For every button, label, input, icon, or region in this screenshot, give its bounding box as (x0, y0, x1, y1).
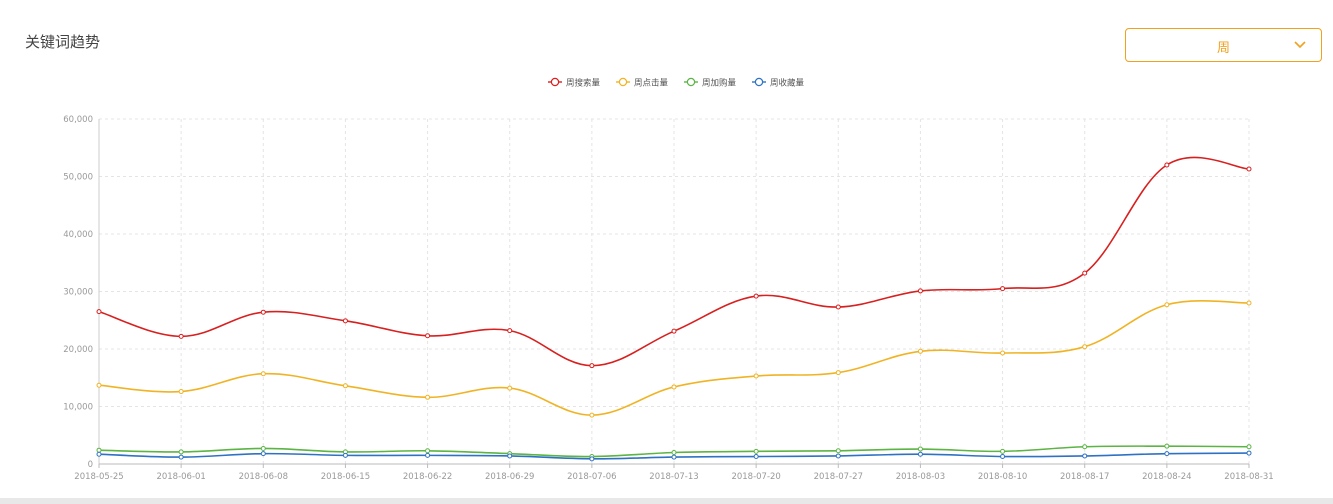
series-line-0 (98, 156, 1250, 367)
data-point[interactable] (1082, 270, 1088, 276)
data-point[interactable] (1246, 444, 1252, 450)
x-tick-label: 2018-07-13 (649, 472, 698, 482)
data-point[interactable] (178, 449, 184, 455)
x-tick-label: 2018-08-03 (896, 472, 945, 482)
legend-label[interactable]: 周加购量 (702, 78, 737, 89)
y-tick-label: 60,000 (63, 115, 93, 125)
x-tick-label: 2018-07-20 (731, 472, 780, 482)
data-point[interactable] (96, 447, 102, 453)
data-point[interactable] (917, 446, 923, 452)
data-point[interactable] (1164, 302, 1170, 308)
data-point[interactable] (671, 450, 677, 455)
data-point[interactable] (507, 328, 513, 334)
data-point[interactable] (260, 309, 266, 315)
data-point[interactable] (835, 453, 841, 459)
x-tick-label: 2018-08-31 (1224, 472, 1273, 482)
data-point[interactable] (1164, 451, 1170, 457)
data-point[interactable] (671, 454, 677, 460)
data-point[interactable] (178, 333, 184, 339)
data-point[interactable] (178, 389, 184, 395)
data-point[interactable] (1246, 450, 1252, 456)
data-point[interactable] (917, 348, 923, 354)
data-point[interactable] (425, 448, 431, 454)
x-tick-label: 2018-07-27 (814, 472, 863, 482)
data-point[interactable] (917, 451, 923, 457)
x-tick-label: 2018-07-06 (567, 472, 616, 482)
data-point[interactable] (753, 454, 759, 460)
data-point[interactable] (671, 384, 677, 390)
data-point[interactable] (1000, 448, 1006, 454)
data-point[interactable] (507, 385, 513, 391)
legend-label[interactable]: 周收藏量 (770, 78, 805, 89)
x-tick-label: 2018-06-29 (485, 472, 534, 482)
data-point[interactable] (1082, 453, 1088, 459)
data-point[interactable] (342, 383, 348, 389)
data-point[interactable] (1246, 300, 1252, 306)
data-point[interactable] (835, 304, 841, 310)
data-point[interactable] (1000, 350, 1006, 356)
x-tick-label: 2018-08-24 (1142, 472, 1191, 482)
data-point[interactable] (342, 318, 348, 324)
data-point[interactable] (178, 454, 184, 460)
x-tick-label: 2018-06-22 (403, 472, 452, 482)
data-point[interactable] (1246, 166, 1252, 172)
legend-swatch-marker[interactable] (686, 77, 696, 87)
data-point[interactable] (1082, 344, 1088, 350)
data-point[interactable] (753, 448, 759, 454)
legend-swatch-marker[interactable] (550, 77, 560, 87)
data-point[interactable] (260, 451, 266, 457)
x-tick-label: 2018-06-15 (321, 472, 370, 482)
bottom-scrollbar[interactable] (0, 498, 1333, 504)
legend-label[interactable]: 周搜索量 (566, 78, 601, 89)
x-tick-label: 2018-06-01 (156, 472, 205, 482)
data-point[interactable] (835, 448, 841, 454)
legend-swatch-marker[interactable] (618, 77, 628, 87)
data-point[interactable] (425, 452, 431, 458)
data-point[interactable] (1000, 454, 1006, 460)
page-title: 关键词趋势 (25, 33, 101, 51)
data-point[interactable] (260, 445, 266, 451)
data-point[interactable] (1082, 444, 1088, 450)
y-tick-label: 0 (88, 460, 93, 470)
data-point[interactable] (96, 309, 102, 315)
data-point[interactable] (1000, 286, 1006, 292)
y-tick-label: 50,000 (63, 173, 93, 183)
chevron-down-icon (1294, 41, 1306, 49)
y-tick-label: 10,000 (63, 403, 93, 413)
x-tick-label: 2018-08-10 (978, 472, 1027, 482)
y-tick-label: 30,000 (63, 288, 93, 298)
x-tick-label: 2018-05-25 (74, 472, 123, 482)
data-point[interactable] (1164, 162, 1170, 168)
x-tick-label: 2018-08-17 (1060, 472, 1109, 482)
y-tick-label: 40,000 (63, 230, 93, 240)
data-point[interactable] (425, 394, 431, 400)
y-tick-label: 20,000 (63, 345, 93, 355)
data-point[interactable] (589, 363, 595, 369)
data-point[interactable] (753, 293, 759, 299)
data-point[interactable] (1164, 443, 1170, 449)
data-point[interactable] (342, 452, 348, 458)
data-point[interactable] (260, 371, 266, 377)
legend-swatch-marker[interactable] (754, 77, 764, 87)
legend-label[interactable]: 周点击量 (634, 78, 669, 89)
data-point[interactable] (507, 453, 513, 459)
data-point[interactable] (835, 370, 841, 376)
data-point[interactable] (96, 382, 102, 388)
data-point[interactable] (96, 451, 102, 457)
period-select[interactable]: 周 (1125, 28, 1322, 62)
data-point[interactable] (589, 412, 595, 418)
x-tick-label: 2018-06-08 (239, 472, 288, 482)
data-point[interactable] (589, 456, 595, 462)
period-select-value: 周 (1216, 41, 1230, 56)
data-point[interactable] (917, 288, 923, 294)
data-point[interactable] (671, 328, 677, 334)
data-point[interactable] (753, 373, 759, 379)
data-point[interactable] (425, 333, 431, 339)
